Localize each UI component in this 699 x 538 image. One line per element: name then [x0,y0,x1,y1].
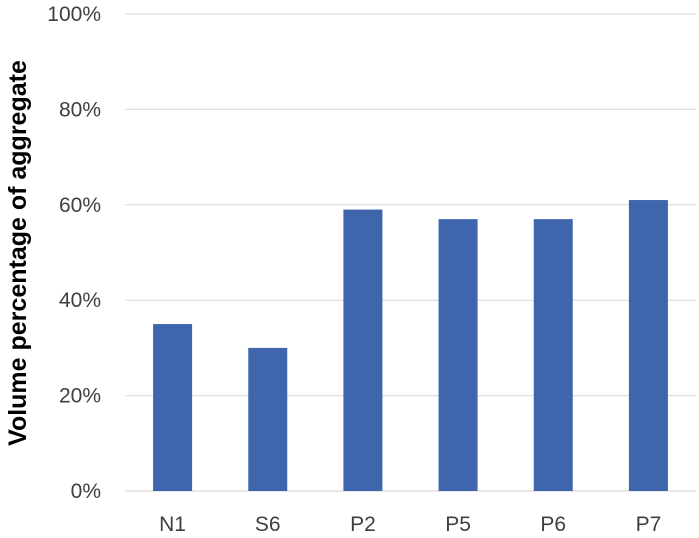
bar-p5 [438,219,478,492]
x-tick-label-s6: S6 [255,513,281,536]
bar-p6 [533,219,573,492]
y-tick-label: 0% [71,480,101,503]
y-tick-label: 100% [47,3,101,26]
x-tick-label-p6: P6 [540,513,566,536]
x-axis-ticks: N1 S6 P2 P5 P6 P7 [159,513,661,536]
gridlines [125,13,696,492]
y-tick-label: 40% [59,289,101,312]
bars [153,200,668,492]
y-tick-label: 20% [59,385,101,408]
y-tick-label: 60% [59,194,101,217]
x-tick-label-n1: N1 [159,513,186,536]
bar-p2 [343,209,383,491]
bar-p7 [628,200,668,491]
x-tick-label-p2: P2 [350,513,376,536]
y-axis-title: Volume percentage of aggregate [4,60,32,446]
y-axis-ticks: 0% 20% 40% 60% 80% 100% [47,3,101,503]
bar-n1 [153,324,193,491]
x-tick-label-p7: P7 [636,513,662,536]
y-tick-label: 80% [59,98,101,121]
bar-s6 [248,347,288,491]
x-tick-label-p5: P5 [445,513,471,536]
